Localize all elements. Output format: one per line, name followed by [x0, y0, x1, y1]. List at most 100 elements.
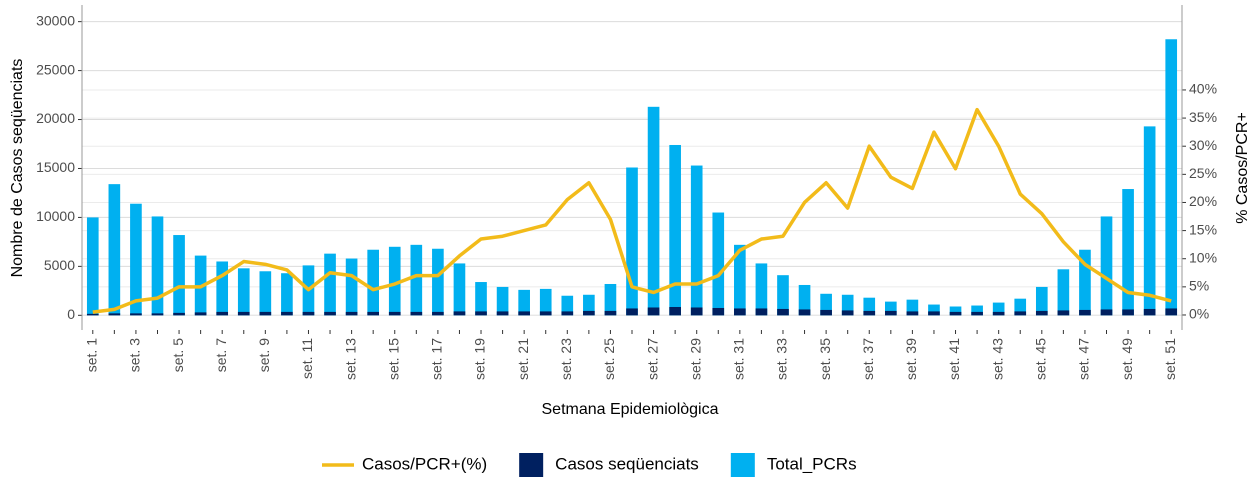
bar — [1100, 309, 1113, 316]
bar — [863, 297, 876, 316]
bar — [669, 144, 681, 316]
line — [92, 107, 1172, 314]
y-tick-label: 30000 — [36, 12, 75, 28]
bar — [820, 309, 832, 316]
bar — [432, 311, 444, 316]
x-tick-label: set. 21 — [515, 338, 531, 380]
bar — [1014, 311, 1027, 316]
x-tick-label: set. 15 — [385, 338, 401, 380]
bar — [647, 307, 660, 316]
bar — [604, 310, 617, 316]
bar — [518, 289, 530, 316]
bar — [216, 311, 229, 316]
bar — [734, 244, 746, 316]
y2-tick-label: 20% — [1189, 193, 1217, 209]
legend-label: Casos/PCR+(%) — [362, 454, 487, 473]
bar — [130, 313, 142, 316]
bar — [410, 311, 423, 316]
bar — [798, 309, 811, 316]
bar — [604, 283, 617, 316]
bar — [151, 216, 164, 316]
x-tick-label: set. 1 — [83, 338, 99, 372]
y2-tick-label: 5% — [1189, 278, 1209, 294]
x-tick-label: set. 13 — [342, 338, 358, 380]
bar — [1079, 309, 1091, 316]
bar — [1100, 216, 1113, 316]
x-tick-label: set. 37 — [860, 338, 876, 380]
bar — [518, 311, 530, 316]
bar — [367, 311, 379, 316]
bar — [798, 284, 811, 316]
bar — [324, 311, 336, 316]
bar — [216, 261, 229, 316]
bar — [86, 217, 99, 316]
bar — [388, 311, 401, 316]
x-tick-label: set. 35 — [817, 338, 833, 380]
x-tick-label: set. 9 — [256, 338, 272, 372]
y2-tick-label: 40% — [1189, 81, 1217, 97]
bar — [971, 311, 983, 316]
bar — [539, 311, 552, 316]
y2-tick-label: 25% — [1189, 165, 1217, 181]
y-tick-label: 20000 — [36, 110, 75, 126]
y-tick-label: 10000 — [36, 208, 75, 224]
legend-swatch — [730, 453, 755, 477]
bar — [841, 294, 854, 316]
x-tick-label: set. 7 — [213, 338, 229, 372]
bar — [496, 311, 509, 316]
y-tick-label: 0 — [67, 306, 75, 322]
x-tick-label: set. 19 — [472, 338, 488, 380]
y2-tick-label: 15% — [1189, 221, 1217, 237]
x-tick-label: set. 51 — [1162, 338, 1178, 380]
bar — [690, 307, 703, 316]
bar — [626, 167, 638, 316]
x-tick-label: set. 49 — [1119, 338, 1135, 380]
bar — [885, 301, 897, 316]
x-tick-label: set. 33 — [774, 338, 790, 380]
x-tick-label: set. 3 — [127, 338, 143, 372]
bar — [1122, 189, 1134, 316]
x-tick-label: set. 43 — [989, 338, 1005, 380]
bar — [496, 286, 509, 316]
bar — [1165, 39, 1178, 316]
y-tick-label: 5000 — [44, 257, 75, 273]
bar — [626, 308, 638, 316]
legend-swatch — [519, 453, 544, 477]
bar — [1035, 310, 1048, 316]
bar — [259, 271, 272, 316]
bar — [453, 263, 466, 316]
bar — [992, 302, 1005, 316]
bar — [108, 313, 121, 316]
bar — [647, 106, 660, 316]
x-tick-label: set. 23 — [558, 338, 574, 380]
x-tick-label: set. 27 — [644, 338, 660, 380]
x-tick-label: set. 25 — [601, 338, 617, 380]
bar — [777, 308, 789, 316]
bar — [777, 275, 789, 316]
bar — [475, 282, 487, 316]
bar — [734, 308, 746, 316]
x-tick-label: set. 47 — [1076, 338, 1092, 380]
bar — [712, 212, 725, 316]
bar — [345, 311, 358, 316]
bar — [453, 311, 466, 316]
bar — [885, 310, 897, 316]
bar — [1165, 308, 1178, 316]
y2-axis-title: % Casos/PCR+ — [1234, 112, 1251, 224]
x-tick-label: set. 31 — [731, 338, 747, 380]
bar — [583, 310, 595, 316]
bar — [475, 311, 487, 316]
x-axis-title: Setmana Epidemiològica — [542, 401, 719, 418]
bar — [324, 253, 336, 316]
bar — [1035, 286, 1048, 316]
bar — [1057, 269, 1070, 316]
bar — [539, 288, 552, 316]
bar — [690, 165, 703, 316]
bar — [86, 313, 99, 316]
y-tick-label: 15000 — [36, 159, 75, 175]
y2-tick-label: 35% — [1189, 109, 1217, 125]
bar — [1143, 126, 1156, 316]
x-tick-label: set. 39 — [903, 338, 919, 380]
bar — [173, 312, 185, 316]
bar — [561, 295, 574, 316]
